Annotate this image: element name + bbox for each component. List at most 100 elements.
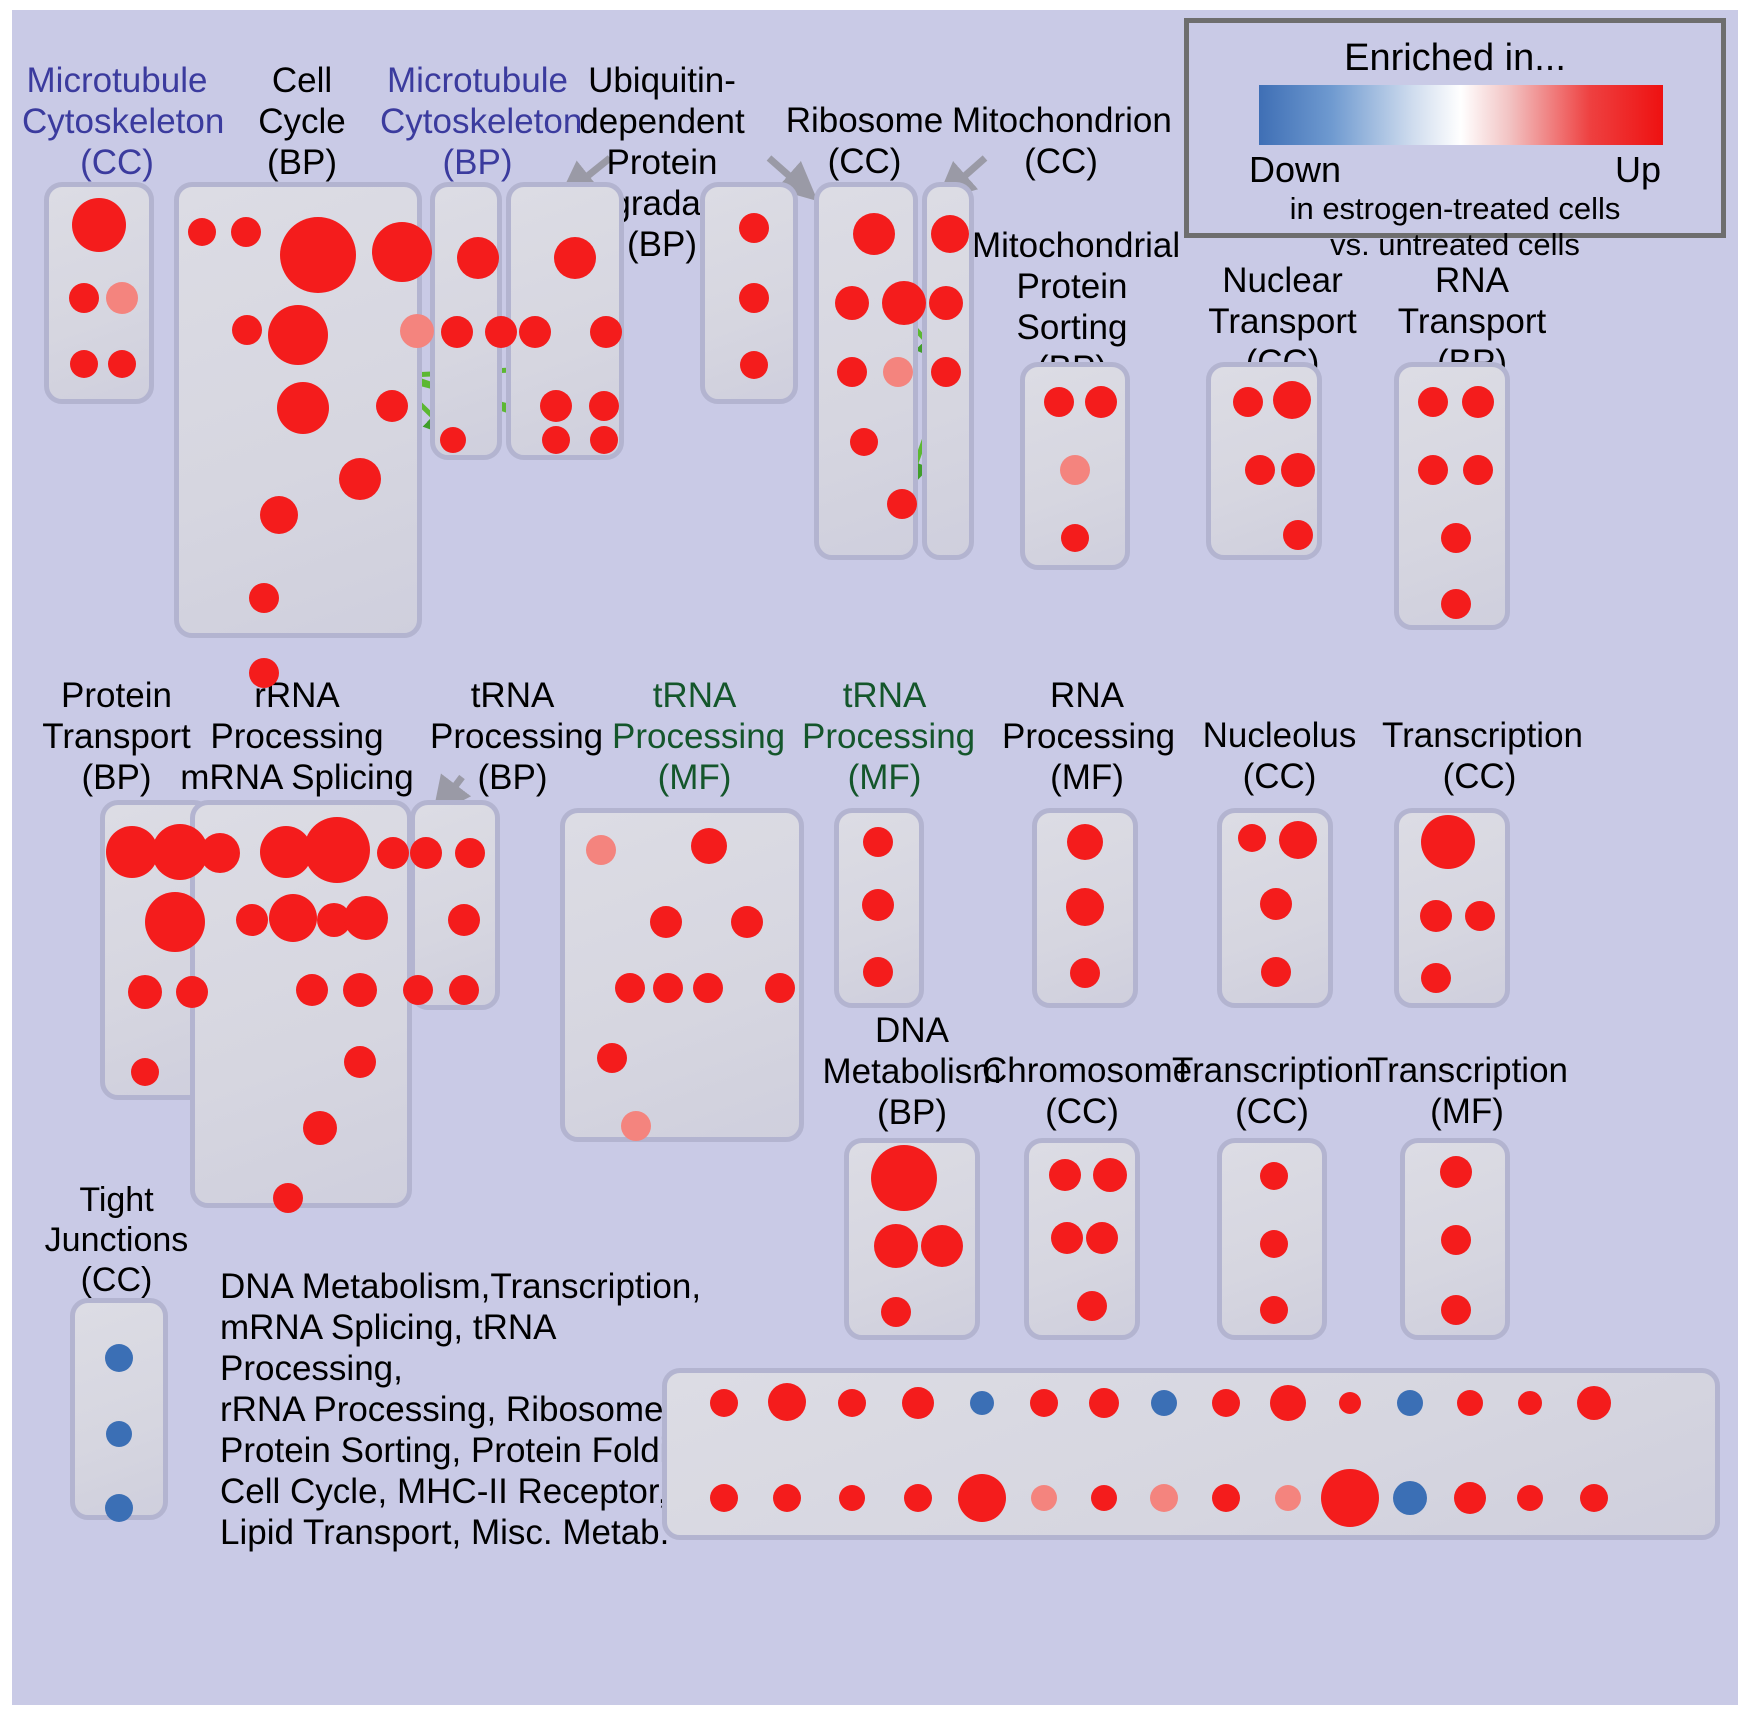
node[interactable] bbox=[1044, 387, 1074, 417]
node[interactable] bbox=[277, 382, 329, 434]
node[interactable] bbox=[1577, 1386, 1611, 1420]
node[interactable] bbox=[372, 222, 432, 282]
node[interactable] bbox=[1060, 455, 1090, 485]
node[interactable] bbox=[710, 1389, 738, 1417]
node[interactable] bbox=[304, 817, 370, 883]
node[interactable] bbox=[1077, 1291, 1107, 1321]
node[interactable] bbox=[1273, 381, 1311, 419]
node[interactable] bbox=[839, 1485, 865, 1511]
node[interactable] bbox=[485, 316, 517, 348]
node[interactable] bbox=[710, 1484, 738, 1512]
node[interactable] bbox=[1465, 901, 1495, 931]
node[interactable] bbox=[1321, 1469, 1379, 1527]
node[interactable] bbox=[863, 827, 893, 857]
node[interactable] bbox=[339, 458, 381, 500]
node[interactable] bbox=[377, 837, 409, 869]
node[interactable] bbox=[1051, 1222, 1083, 1254]
node[interactable] bbox=[440, 427, 466, 453]
cluster-misc[interactable] bbox=[662, 1368, 1720, 1540]
node[interactable] bbox=[1260, 1296, 1288, 1324]
node[interactable] bbox=[1238, 824, 1266, 852]
node[interactable] bbox=[1283, 520, 1313, 550]
node[interactable] bbox=[650, 906, 682, 938]
node[interactable] bbox=[268, 305, 328, 365]
node[interactable] bbox=[69, 283, 99, 313]
node[interactable] bbox=[1441, 523, 1471, 553]
node[interactable] bbox=[1212, 1389, 1240, 1417]
node[interactable] bbox=[1457, 1390, 1483, 1416]
node[interactable] bbox=[740, 351, 768, 379]
node[interactable] bbox=[1463, 455, 1493, 485]
node[interactable] bbox=[773, 1484, 801, 1512]
node[interactable] bbox=[970, 1391, 994, 1415]
node[interactable] bbox=[904, 1484, 932, 1512]
node[interactable] bbox=[1233, 387, 1263, 417]
node[interactable] bbox=[883, 357, 913, 387]
node[interactable] bbox=[850, 428, 878, 456]
node[interactable] bbox=[931, 215, 969, 253]
node[interactable] bbox=[344, 1046, 376, 1078]
node[interactable] bbox=[863, 957, 893, 987]
node[interactable] bbox=[1245, 455, 1275, 485]
node[interactable] bbox=[231, 217, 261, 247]
node[interactable] bbox=[1260, 888, 1292, 920]
node[interactable] bbox=[249, 583, 279, 613]
node[interactable] bbox=[1061, 524, 1089, 552]
node[interactable] bbox=[449, 975, 479, 1005]
node[interactable] bbox=[874, 1224, 918, 1268]
node[interactable] bbox=[1091, 1485, 1117, 1511]
node[interactable] bbox=[931, 357, 961, 387]
node[interactable] bbox=[1440, 1156, 1472, 1188]
node[interactable] bbox=[72, 198, 126, 252]
node[interactable] bbox=[837, 357, 867, 387]
node[interactable] bbox=[1462, 386, 1494, 418]
node[interactable] bbox=[400, 314, 434, 348]
node[interactable] bbox=[1270, 1385, 1306, 1421]
node[interactable] bbox=[232, 315, 262, 345]
node[interactable] bbox=[1441, 589, 1471, 619]
node[interactable] bbox=[128, 975, 162, 1009]
node[interactable] bbox=[1281, 453, 1315, 487]
node[interactable] bbox=[586, 835, 616, 865]
node[interactable] bbox=[200, 833, 240, 873]
node[interactable] bbox=[958, 1474, 1006, 1522]
node[interactable] bbox=[260, 496, 298, 534]
node[interactable] bbox=[590, 426, 618, 454]
node[interactable] bbox=[236, 904, 268, 936]
node[interactable] bbox=[862, 889, 894, 921]
node[interactable] bbox=[410, 837, 442, 869]
node[interactable] bbox=[1441, 1295, 1471, 1325]
node[interactable] bbox=[1279, 821, 1317, 859]
node[interactable] bbox=[1261, 957, 1291, 987]
node[interactable] bbox=[249, 658, 279, 688]
node[interactable] bbox=[542, 426, 570, 454]
node[interactable] bbox=[403, 975, 433, 1005]
node[interactable] bbox=[145, 892, 205, 952]
node[interactable] bbox=[554, 237, 596, 279]
node[interactable] bbox=[105, 1494, 133, 1522]
node[interactable] bbox=[693, 973, 723, 1003]
node[interactable] bbox=[1260, 1162, 1288, 1190]
node[interactable] bbox=[70, 350, 98, 378]
node[interactable] bbox=[1066, 888, 1104, 926]
node[interactable] bbox=[280, 217, 356, 293]
cluster-tight-junctions-cc[interactable] bbox=[70, 1298, 168, 1520]
node[interactable] bbox=[1393, 1481, 1427, 1515]
node[interactable] bbox=[1031, 1485, 1057, 1511]
node[interactable] bbox=[105, 1344, 133, 1372]
node[interactable] bbox=[1421, 815, 1475, 869]
node[interactable] bbox=[273, 1183, 303, 1213]
cluster-trna-processing-bp[interactable] bbox=[410, 800, 500, 1010]
node[interactable] bbox=[597, 1043, 627, 1073]
node[interactable] bbox=[1086, 1222, 1118, 1254]
node[interactable] bbox=[882, 281, 926, 325]
node[interactable] bbox=[260, 826, 312, 878]
node[interactable] bbox=[838, 1389, 866, 1417]
node[interactable] bbox=[1260, 1230, 1288, 1258]
node[interactable] bbox=[1397, 1390, 1423, 1416]
node[interactable] bbox=[1518, 1391, 1542, 1415]
node[interactable] bbox=[376, 390, 408, 422]
node[interactable] bbox=[768, 1383, 806, 1421]
node[interactable] bbox=[519, 316, 551, 348]
node[interactable] bbox=[1085, 386, 1117, 418]
